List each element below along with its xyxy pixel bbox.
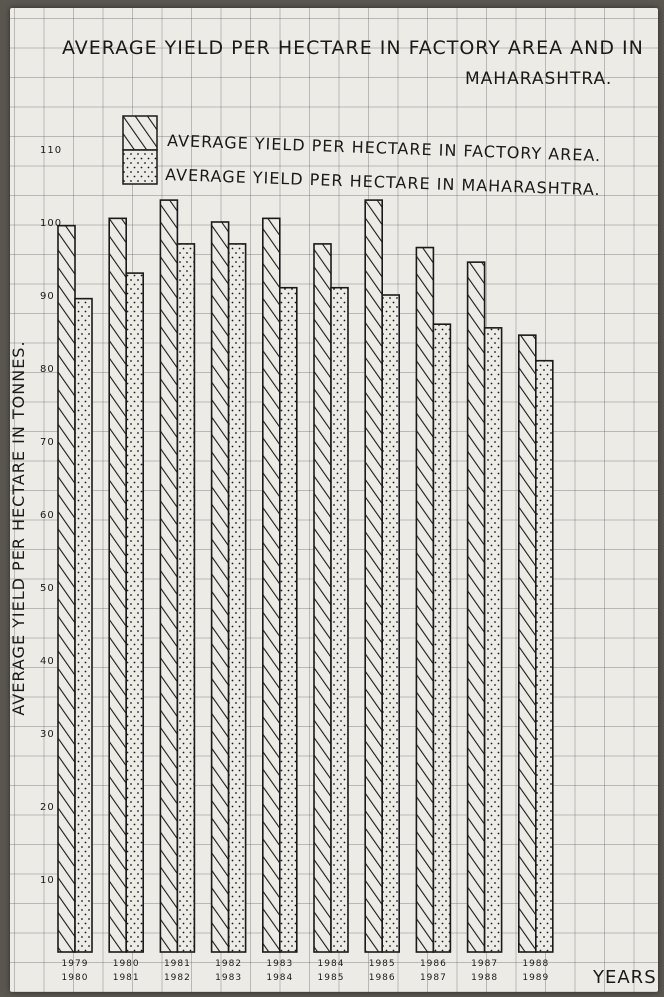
x-tick-label-start: 1984 <box>318 959 345 969</box>
legend-label-factory: AVERAGE YIELD PER HECTARE IN FACTORY ARE… <box>167 131 602 165</box>
y-tick-label: 60 <box>40 510 55 521</box>
x-tick-label-end: 1988 <box>471 973 498 983</box>
x-tick-label-start: 1987 <box>471 959 498 969</box>
y-tick-label: 80 <box>40 364 55 375</box>
y-tick-label: 40 <box>40 656 55 667</box>
x-tick-label-end: 1983 <box>215 973 242 983</box>
bar-factory-area <box>466 261 486 953</box>
y-tick-label: 10 <box>40 875 55 886</box>
bar-factory-area <box>108 217 127 953</box>
x-tick-label-end: 1980 <box>62 973 89 983</box>
y-tick-label: 110 <box>40 145 62 156</box>
bar-factory-area <box>262 217 281 953</box>
x-tick-label-start: 1982 <box>215 959 242 969</box>
x-axis-ticks: 1979 1980 1980 1981 1981 1982 1982 1983 1983 1984… <box>62 959 549 983</box>
bar-factory-area <box>364 199 384 953</box>
y-axis-ticks: 10 20 30 40 50 60 70 80 90 100 110 <box>40 145 62 886</box>
bar-maharashtra <box>278 286 298 953</box>
x-tick-label-end: 1987 <box>420 973 447 983</box>
y-tick-label: 30 <box>40 729 55 740</box>
x-tick-label-end: 1989 <box>522 973 549 983</box>
y-tick-label: 90 <box>40 291 55 302</box>
bar-maharashtra <box>176 243 196 953</box>
y-tick-label: 20 <box>40 802 55 813</box>
chart-title-line2: MAHARASHTRA. <box>465 69 612 89</box>
bar-maharashtra <box>432 323 452 953</box>
x-tick-label-end: 1986 <box>369 973 396 983</box>
bar-factory-area <box>517 334 537 953</box>
bar-factory-area <box>57 224 76 953</box>
chart-title-line1: AVERAGE YIELD PER HECTARE IN FACTORY ARE… <box>62 37 644 59</box>
x-tick-label-start: 1986 <box>420 959 447 969</box>
x-tick-label-end: 1985 <box>318 973 345 983</box>
bar-maharashtra <box>227 243 247 953</box>
bar-chart: AVERAGE YIELD PER HECTARE IN FACTORY ARE… <box>10 37 657 988</box>
notebook-page: AVERAGE YIELD PER HECTARE IN FACTORY ARE… <box>10 8 658 992</box>
y-axis-label: AVERAGE YIELD PER HECTARE IN TONNES. <box>10 340 28 715</box>
y-tick-label: 50 <box>40 583 55 594</box>
x-tick-label-start: 1981 <box>164 959 191 969</box>
bar-factory-area <box>415 246 435 953</box>
legend-swatch-maharashtra <box>122 149 158 185</box>
bar-maharashtra <box>381 294 401 953</box>
bar-maharashtra <box>483 327 503 953</box>
x-tick-label-start: 1980 <box>113 959 140 969</box>
x-tick-label-end: 1984 <box>266 973 293 983</box>
bar-maharashtra <box>330 286 349 953</box>
bar-factory-area <box>159 199 179 953</box>
x-tick-label-start: 1979 <box>62 959 89 969</box>
x-tick-label-end: 1981 <box>113 973 140 983</box>
legend-label-maharashtra: AVERAGE YIELD PER HECTARE IN MAHARASHTRA… <box>165 165 601 199</box>
bar-maharashtra <box>125 272 144 953</box>
bars <box>57 199 554 953</box>
bar-factory-area <box>313 243 332 953</box>
y-tick-label: 70 <box>40 437 55 448</box>
bar-maharashtra <box>74 297 93 953</box>
bar-maharashtra <box>534 359 554 953</box>
x-tick-label-start: 1985 <box>369 959 396 969</box>
x-tick-label-start: 1983 <box>266 959 293 969</box>
bar-factory-area <box>210 221 230 953</box>
legend-swatch-factory <box>122 115 158 151</box>
x-tick-label-start: 1988 <box>522 959 549 969</box>
legend: AVERAGE YIELD PER HECTARE IN FACTORY ARE… <box>122 115 602 199</box>
y-tick-label: 100 <box>40 218 62 229</box>
x-tick-label-end: 1982 <box>164 973 191 983</box>
x-axis-label: YEARS <box>592 967 657 988</box>
